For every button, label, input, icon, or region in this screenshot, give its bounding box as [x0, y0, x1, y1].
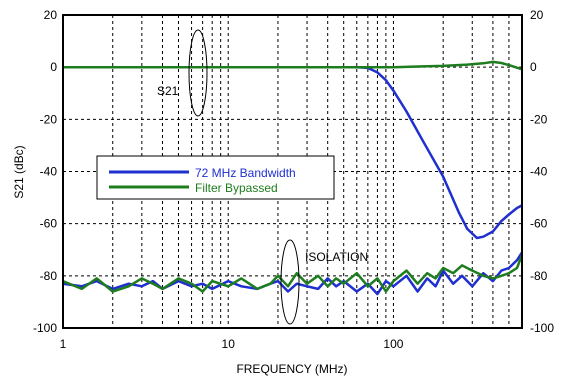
isolation-marker-ellipse	[280, 239, 300, 325]
annotation-isolation: ISOLATION	[305, 250, 368, 264]
y-tick-label-right: -20	[530, 112, 548, 126]
x-axis-title: FREQUENCY (MHz)	[236, 362, 347, 376]
x-tick-label: 1	[60, 337, 67, 351]
y-tick-label-left: -20	[40, 112, 58, 126]
y-tick-label-left: -60	[40, 217, 58, 231]
y-tick-label-left: -100	[33, 321, 57, 335]
x-tick-label: 10	[222, 337, 236, 351]
legend-label-72mhz: 72 MHz Bandwidth	[195, 166, 296, 180]
series-line	[62, 254, 524, 293]
x-tick-label: 100	[383, 337, 403, 351]
y-tick-label-left: -40	[40, 165, 58, 179]
series-line	[63, 60, 523, 71]
y-tick-label-left: 0	[50, 60, 57, 74]
plot-frame	[62, 14, 523, 329]
annotation-s21: S21	[157, 84, 179, 98]
y-tick-label-right: -80	[530, 269, 548, 283]
y-tick-label-right: 20	[530, 8, 544, 22]
y-tick-label-left: -80	[40, 269, 58, 283]
y-tick-label-right: -40	[530, 165, 548, 179]
series-line	[63, 65, 523, 240]
legend: 72 MHz Bandwidth Filter Bypassed	[96, 155, 335, 200]
s21-marker-ellipse	[188, 29, 208, 117]
y-tick-label-right: 0	[530, 60, 537, 74]
y-tick-label-right: -100	[530, 321, 554, 335]
y-axis-title: S21 (dBc)	[12, 145, 26, 198]
y-tick-label-right: -60	[530, 217, 548, 231]
legend-box	[96, 155, 335, 200]
legend-label-bypassed: Filter Bypassed	[195, 181, 278, 195]
series-lines	[62, 60, 524, 296]
y-tick-label-left: 20	[44, 8, 58, 22]
